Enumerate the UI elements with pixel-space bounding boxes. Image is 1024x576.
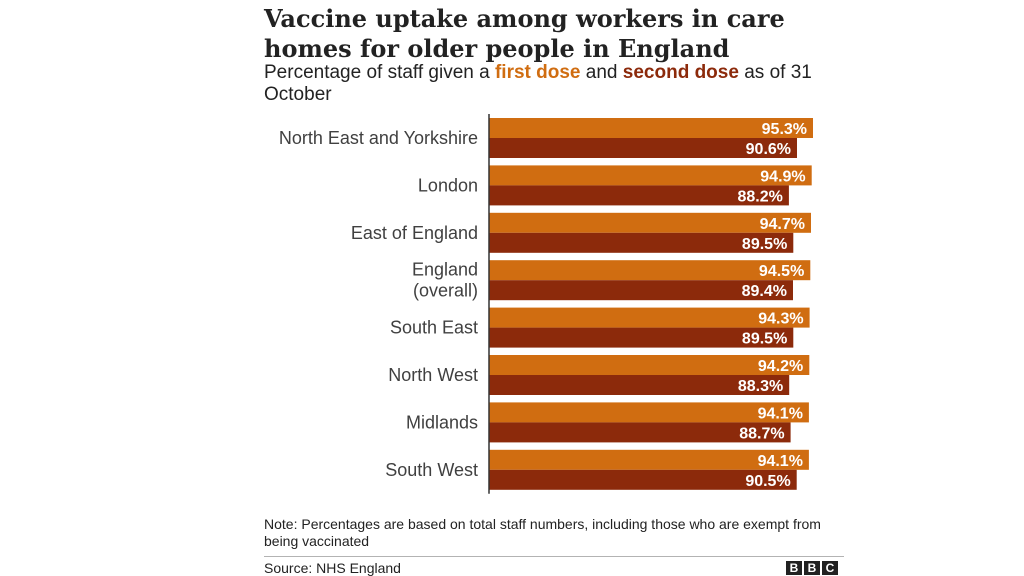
data-label-second-dose: 88.2% <box>738 188 783 205</box>
footer-divider <box>264 556 844 557</box>
chart-note: Note: Percentages are based on total sta… <box>264 516 821 549</box>
data-label-first-dose: 94.2% <box>758 358 803 375</box>
subtitle-prefix: Percentage of staff given a <box>264 62 490 83</box>
bar-first-dose <box>489 307 810 328</box>
bar-first-dose <box>489 449 809 470</box>
bar-first-dose <box>489 355 810 375</box>
category-label: East of England <box>351 223 478 243</box>
chart-title: Vaccine uptake among workers in care hom… <box>264 4 785 63</box>
chart-source: Source: NHS England <box>264 560 401 576</box>
bbc-logo-letter: B <box>786 561 802 575</box>
bar-second-dose <box>489 422 791 443</box>
bar-first-dose <box>489 212 811 233</box>
data-label-second-dose: 89.5% <box>742 331 787 348</box>
category-label: North East and Yorkshire <box>279 128 478 148</box>
bar-second-dose <box>489 185 789 206</box>
category-label: South East <box>390 318 478 338</box>
data-label-first-dose: 94.5% <box>759 263 804 280</box>
subtitle-and: and <box>585 62 618 83</box>
bbc-logo-letter: B <box>804 561 820 575</box>
bar-first-dose <box>489 165 812 186</box>
data-label-first-dose: 94.3% <box>758 311 803 328</box>
data-label-second-dose: 89.4% <box>742 283 787 300</box>
data-label-second-dose: 88.3% <box>738 378 783 395</box>
bar-second-dose <box>489 327 794 348</box>
bar-second-dose <box>489 469 797 490</box>
bbc-logo-letter: C <box>822 561 838 575</box>
data-label-second-dose: 90.5% <box>745 473 790 490</box>
data-label-second-dose: 89.5% <box>742 236 787 253</box>
subtitle-suffix: as of 31 October <box>264 62 812 105</box>
category-label: Midlands <box>406 412 478 432</box>
bbc-logo: B B C <box>786 561 838 575</box>
data-label-first-dose: 95.3% <box>762 121 807 138</box>
data-label-first-dose: 94.1% <box>758 453 803 470</box>
category-label: England (overall) <box>412 260 478 301</box>
bar-second-dose <box>489 138 797 158</box>
category-label: London <box>418 175 478 195</box>
data-label-second-dose: 90.6% <box>746 141 791 158</box>
bar-first-dose <box>489 260 811 281</box>
data-label-first-dose: 94.9% <box>760 168 805 185</box>
category-label: North West <box>388 365 478 385</box>
category-label: South West <box>385 460 478 480</box>
data-label-second-dose: 88.7% <box>739 425 784 442</box>
bar-first-dose <box>489 402 809 423</box>
bar-second-dose <box>489 280 793 301</box>
bar-second-dose <box>489 375 790 395</box>
data-label-first-dose: 94.1% <box>758 405 803 422</box>
legend-second-dose: second dose <box>622 62 739 83</box>
bar-first-dose <box>489 118 813 138</box>
bar-second-dose <box>489 232 794 253</box>
data-label-first-dose: 94.7% <box>760 216 805 233</box>
chart-subtitle: Percentage of staff given a first dose a… <box>264 62 844 106</box>
legend-first-dose: first dose <box>494 62 581 83</box>
